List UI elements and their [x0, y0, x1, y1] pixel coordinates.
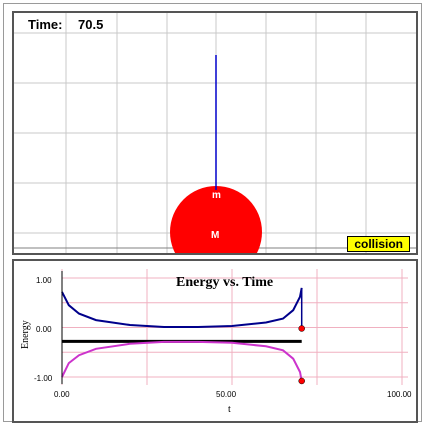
energy-chart: Energy vs. Time Energy t 1.00 0.00 -1.00… — [20, 269, 412, 415]
x-axis-label: t — [228, 404, 231, 415]
y-tick-label: -1.00 — [34, 374, 53, 383]
small-ball-label: m — [212, 190, 221, 201]
energy-graph-panel: Energy vs. Time Energy t 1.00 0.00 -1.00… — [12, 259, 418, 423]
y-tick-label: 1.00 — [36, 276, 52, 285]
sim-grid — [14, 13, 416, 253]
collision-button[interactable]: collision — [347, 236, 410, 252]
y-axis-label: Energy — [20, 320, 31, 349]
chart-title: Energy vs. Time — [176, 275, 273, 290]
chart-markers-group — [298, 325, 305, 385]
chart-marker-point — [298, 325, 305, 332]
chart-series-group — [61, 287, 303, 382]
time-value: 70.5 — [78, 17, 103, 32]
time-label: Time: — [28, 17, 62, 32]
simulation-panel: Time: 70.5 m M collision — [12, 11, 418, 255]
series-line-0 — [61, 287, 303, 328]
x-tick-label: 50.00 — [216, 390, 237, 399]
y-tick-label: 0.00 — [36, 325, 52, 334]
chart-marker-point — [298, 377, 305, 385]
big-ball[interactable] — [170, 186, 262, 253]
x-tick-label: 100.00 — [387, 390, 412, 399]
big-ball-label: M — [211, 230, 219, 241]
app-frame: Time: 70.5 m M collision Energy vs. Time… — [3, 3, 422, 423]
series-line-2 — [61, 340, 303, 382]
simulation-canvas: Time: 70.5 m M — [14, 13, 416, 253]
small-ball[interactable] — [212, 190, 220, 198]
x-tick-label: 0.00 — [54, 390, 70, 399]
